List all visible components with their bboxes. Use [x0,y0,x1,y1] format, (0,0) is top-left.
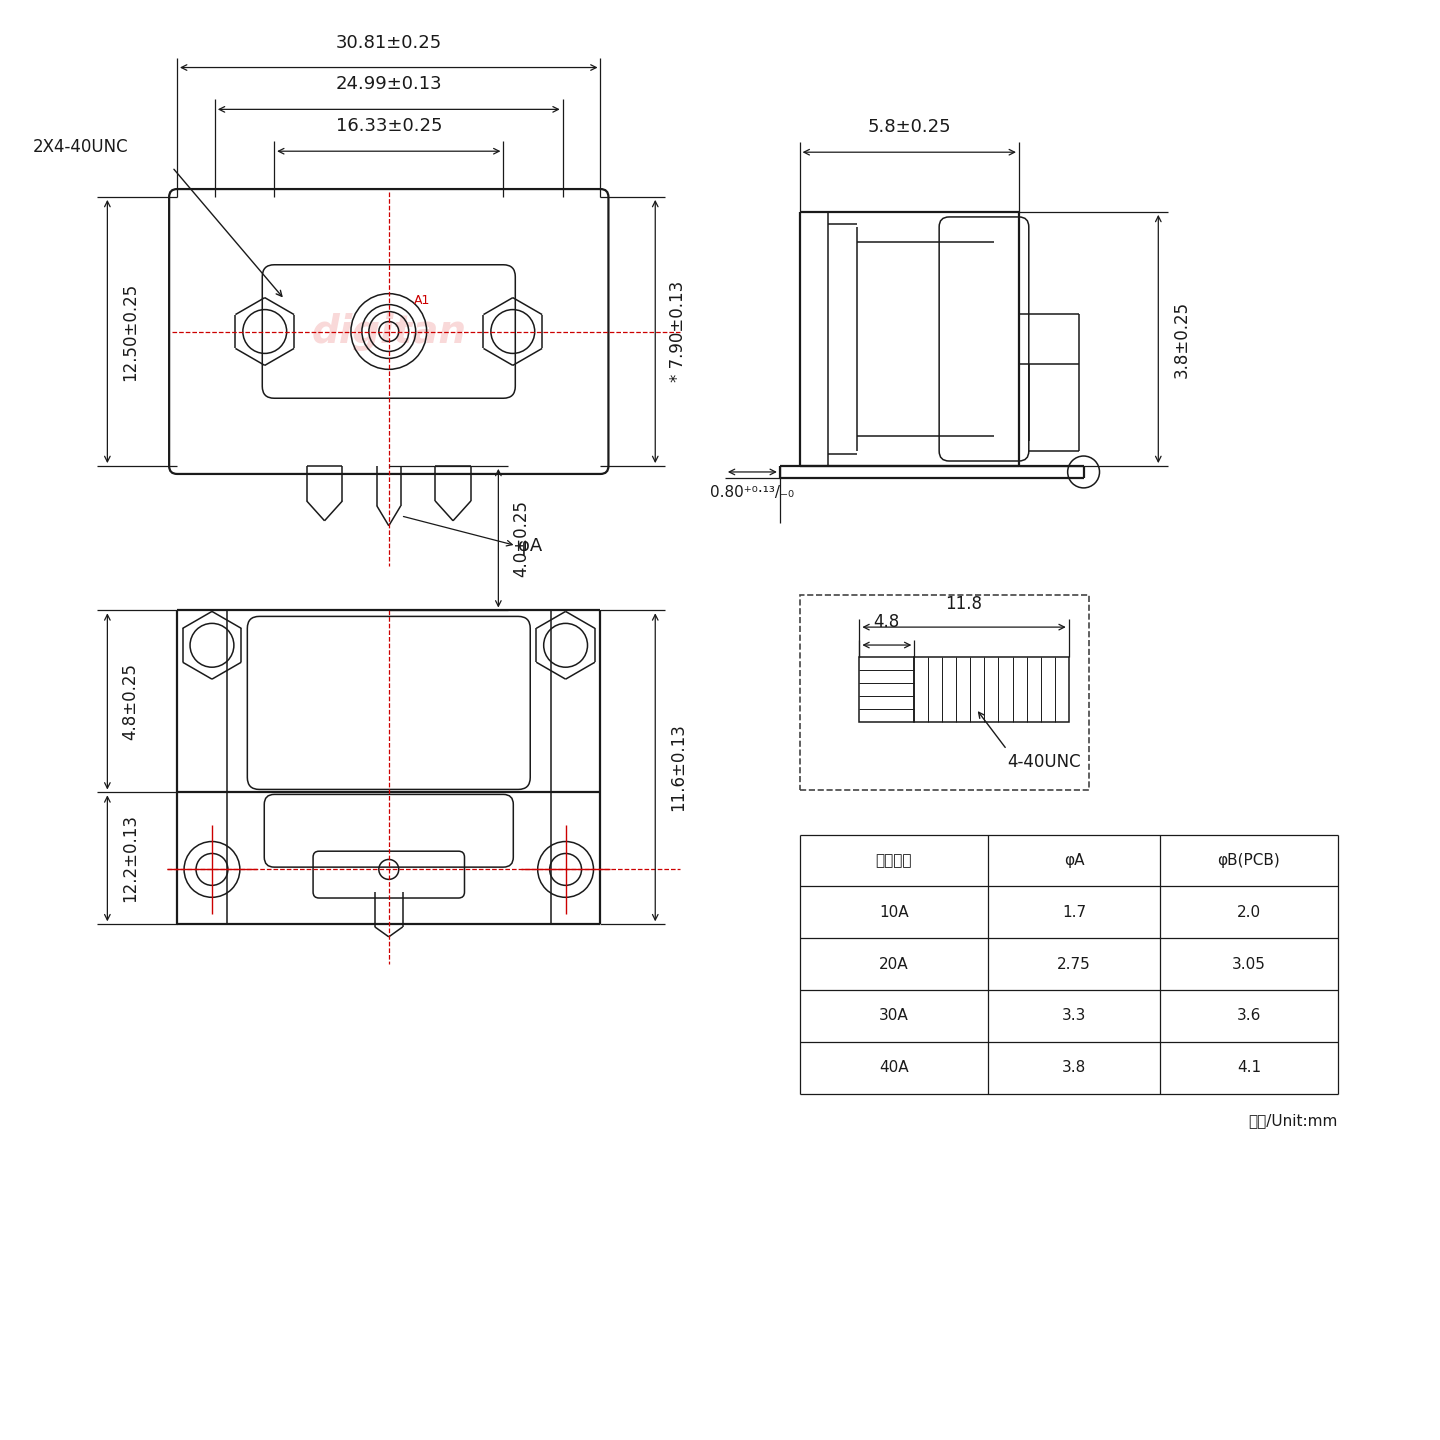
Text: 30A: 30A [878,1008,909,1024]
Text: 11.8: 11.8 [946,595,982,613]
Bar [799,596,1089,789]
Text: φA: φA [518,537,543,554]
Text: 3.8±0.25: 3.8±0.25 [1172,301,1191,377]
Text: * 7.90±0.13: * 7.90±0.13 [670,281,687,382]
Text: digitan: digitan [311,312,467,350]
Text: 4.0±0.25: 4.0±0.25 [513,500,530,576]
Bar [860,657,914,721]
Text: 20A: 20A [878,956,909,972]
Text: 12.50±0.25: 12.50±0.25 [121,282,140,380]
Text: 12.2±0.13: 12.2±0.13 [121,814,140,903]
Text: 30.81±0.25: 30.81±0.25 [336,33,442,52]
Text: 额定电流: 额定电流 [876,852,912,868]
Text: φA: φA [1064,852,1084,868]
Text: 40A: 40A [878,1060,909,1076]
Text: 5.8±0.25: 5.8±0.25 [867,118,950,137]
Text: 2.0: 2.0 [1237,904,1261,920]
Text: 3.05: 3.05 [1231,956,1266,972]
Text: φB(PCB): φB(PCB) [1217,852,1280,868]
Text: 3.6: 3.6 [1237,1008,1261,1024]
Text: 4.1: 4.1 [1237,1060,1261,1076]
Text: 1.7: 1.7 [1061,904,1086,920]
Text: 单位/Unit:mm: 单位/Unit:mm [1248,1113,1338,1129]
Text: 16.33±0.25: 16.33±0.25 [336,117,442,135]
Text: 11.6±0.13: 11.6±0.13 [670,723,687,811]
Text: 3.3: 3.3 [1061,1008,1086,1024]
Text: 4-40UNC: 4-40UNC [1007,753,1080,770]
Text: 4.8±0.25: 4.8±0.25 [121,662,140,740]
Text: 2X4-40UNC: 2X4-40UNC [33,138,128,156]
Text: 10A: 10A [878,904,909,920]
Text: 0.80⁺⁰·¹³/₋₀: 0.80⁺⁰·¹³/₋₀ [710,485,795,500]
Bar [914,657,1068,721]
Text: 24.99±0.13: 24.99±0.13 [336,75,442,94]
Text: A1: A1 [413,294,431,307]
Text: 4.8: 4.8 [874,613,900,631]
Text: 3.8: 3.8 [1061,1060,1086,1076]
Text: 2.75: 2.75 [1057,956,1092,972]
